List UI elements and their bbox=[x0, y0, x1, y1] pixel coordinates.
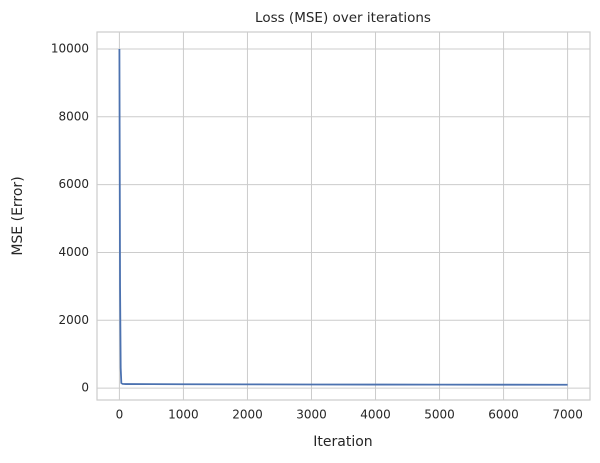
x-tick-label: 1000 bbox=[168, 408, 199, 422]
plot-frame bbox=[96, 31, 591, 401]
data-line bbox=[118, 48, 568, 386]
y-tick-label: 0 bbox=[81, 381, 89, 395]
x-axis-label: Iteration bbox=[313, 434, 372, 450]
x-tick-label: 5000 bbox=[424, 408, 455, 422]
y-tick-label: 4000 bbox=[58, 245, 89, 259]
y-tick-label: 10000 bbox=[51, 41, 89, 55]
chart-title: Loss (MSE) over iterations bbox=[255, 10, 431, 26]
x-tick-label: 4000 bbox=[360, 408, 391, 422]
x-tick-label: 2000 bbox=[232, 408, 263, 422]
y-tick-label: 2000 bbox=[58, 313, 89, 327]
y-tick-label: 8000 bbox=[58, 109, 89, 123]
x-tick-label: 0 bbox=[116, 408, 124, 422]
y-tick-label: 6000 bbox=[58, 177, 89, 191]
y-axis-label: MSE (Error) bbox=[10, 176, 26, 255]
x-tick-label: 3000 bbox=[296, 408, 327, 422]
x-tick-label: 7000 bbox=[552, 408, 583, 422]
x-tick-label: 6000 bbox=[488, 408, 519, 422]
